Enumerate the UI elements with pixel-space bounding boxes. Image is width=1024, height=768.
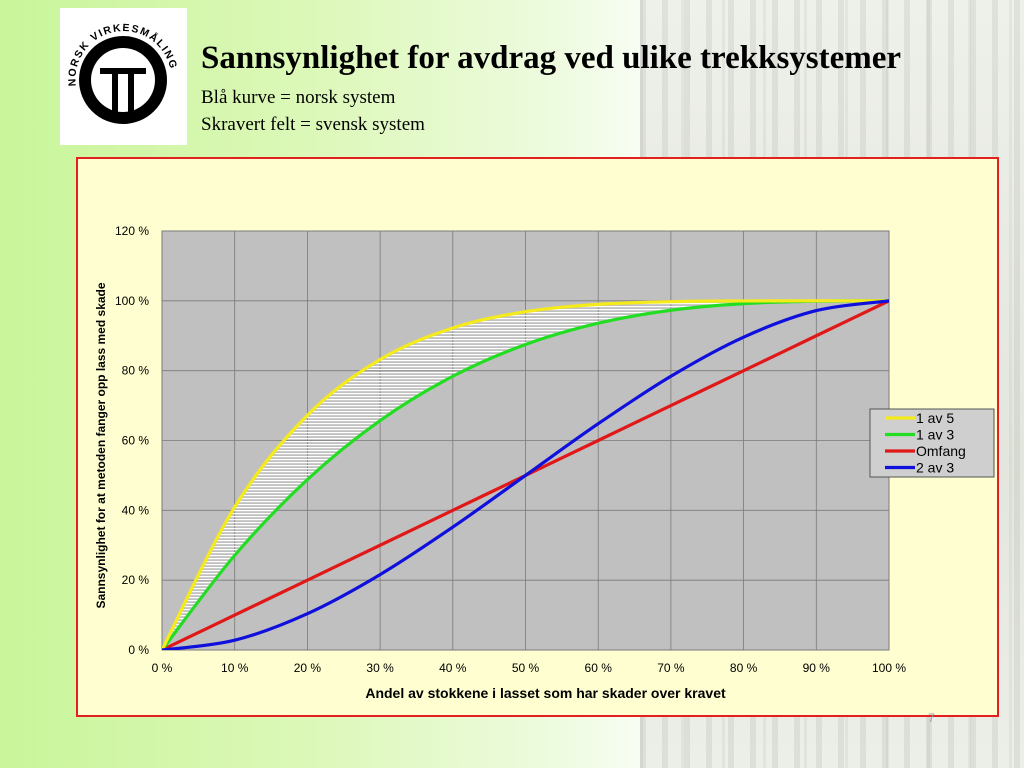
legend-label: 2 av 3 (916, 460, 954, 476)
x-tick-label: 100 % (872, 661, 906, 675)
page-number: 7 (928, 711, 935, 725)
slide-subtitle-line-2: Skravert felt = svensk system (201, 114, 425, 135)
x-tick-label: 70 % (657, 661, 685, 675)
y-tick-label: 80 % (122, 364, 150, 378)
x-tick-label: 40 % (439, 661, 467, 675)
chart-frame: 0 % 10 % 20 % 30 % 40 % 50 % 60 % 70 % 80 % 90 % 1… (76, 157, 999, 717)
y-tick-label: 60 % (122, 434, 150, 448)
y-axis-label: Sannsynlighet for at metoden fanger opp … (94, 282, 108, 608)
legend-label: 1 av 5 (916, 410, 954, 426)
line-chart: 0 % 10 % 20 % 30 % 40 % 50 % 60 % 70 % 80 % 90 % 1… (94, 224, 995, 701)
series-line-1-av-5 (162, 299, 889, 650)
y-tick-label: 100 % (115, 294, 149, 308)
legend-label: Omfang (916, 443, 966, 459)
y-tick-label: 40 % (122, 503, 150, 517)
y-tick-label: 120 % (115, 224, 149, 238)
x-tick-label: 80 % (730, 661, 758, 675)
x-tick-label: 90 % (803, 661, 831, 675)
x-tick-label: 60 % (585, 661, 613, 675)
x-tick-label: 20 % (294, 661, 322, 675)
slide-title: Sannsynlighet for avdrag ved ulike trekk… (201, 40, 902, 76)
series-line-1-av-3 (162, 299, 889, 650)
x-axis-label: Andel av stokkene i lasset som har skade… (365, 685, 726, 701)
x-tick-label: 10 % (221, 661, 249, 675)
hatched-area-swedish-system (162, 300, 889, 650)
y-tick-label: 20 % (122, 573, 150, 587)
x-tick-label: 0 % (152, 661, 173, 675)
series-line-2-av-3 (162, 299, 889, 650)
legend-box (869, 408, 995, 478)
slide-subtitle-line-1: Blå kurve = norsk system (201, 87, 396, 108)
x-tick-label: 50 % (512, 661, 540, 675)
x-tick-label: 30 % (366, 661, 394, 675)
y-tick-label: 0 % (128, 643, 149, 657)
legend-label: 1 av 3 (916, 427, 954, 443)
norsk-virkesmaling-logo: NORSK VIRKESMÅLING (60, 8, 187, 145)
